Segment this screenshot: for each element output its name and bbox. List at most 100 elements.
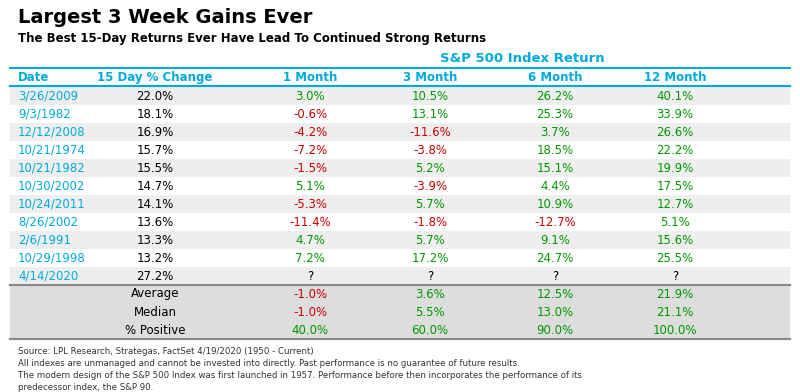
Text: 12.7%: 12.7% bbox=[656, 198, 694, 211]
Bar bbox=[10, 123, 790, 141]
Text: 12/12/2008: 12/12/2008 bbox=[18, 125, 86, 138]
Text: 18.5%: 18.5% bbox=[537, 143, 574, 156]
Text: 15.5%: 15.5% bbox=[137, 162, 174, 174]
Text: ?: ? bbox=[427, 270, 433, 283]
Text: 15.1%: 15.1% bbox=[536, 162, 574, 174]
Text: Largest 3 Week Gains Ever: Largest 3 Week Gains Ever bbox=[18, 8, 312, 27]
Text: 13.2%: 13.2% bbox=[136, 252, 174, 265]
Text: 9/3/1982: 9/3/1982 bbox=[18, 107, 70, 120]
Text: -11.4%: -11.4% bbox=[289, 216, 331, 229]
Text: 17.5%: 17.5% bbox=[656, 180, 694, 192]
Text: 10/21/1982: 10/21/1982 bbox=[18, 162, 86, 174]
Text: -4.2%: -4.2% bbox=[293, 125, 327, 138]
Text: 100.0%: 100.0% bbox=[653, 323, 698, 336]
Bar bbox=[10, 303, 790, 321]
Bar bbox=[10, 141, 790, 159]
Text: -12.7%: -12.7% bbox=[534, 216, 576, 229]
Text: 10/30/2002: 10/30/2002 bbox=[18, 180, 86, 192]
Text: 90.0%: 90.0% bbox=[537, 323, 574, 336]
Text: % Positive: % Positive bbox=[125, 323, 186, 336]
Text: 5.1%: 5.1% bbox=[660, 216, 690, 229]
Text: 5.7%: 5.7% bbox=[415, 234, 445, 247]
Text: 5.2%: 5.2% bbox=[415, 162, 445, 174]
Text: -1.0%: -1.0% bbox=[293, 305, 327, 318]
Text: 15 Day % Change: 15 Day % Change bbox=[98, 71, 213, 84]
Text: 16.9%: 16.9% bbox=[136, 125, 174, 138]
Text: 4.4%: 4.4% bbox=[540, 180, 570, 192]
Bar bbox=[10, 177, 790, 195]
Text: Date: Date bbox=[18, 71, 50, 84]
Text: 3.6%: 3.6% bbox=[415, 287, 445, 301]
Text: 10/29/1998: 10/29/1998 bbox=[18, 252, 86, 265]
Text: -1.8%: -1.8% bbox=[413, 216, 447, 229]
Text: 17.2%: 17.2% bbox=[411, 252, 449, 265]
Text: 3.0%: 3.0% bbox=[295, 89, 325, 102]
Text: -3.8%: -3.8% bbox=[413, 143, 447, 156]
Text: 7.2%: 7.2% bbox=[295, 252, 325, 265]
Text: 3/26/2009: 3/26/2009 bbox=[18, 89, 78, 102]
Text: ?: ? bbox=[552, 270, 558, 283]
Text: 24.7%: 24.7% bbox=[536, 252, 574, 265]
Text: 8/26/2002: 8/26/2002 bbox=[18, 216, 78, 229]
Text: 25.3%: 25.3% bbox=[537, 107, 574, 120]
Bar bbox=[10, 267, 790, 285]
Text: 4/14/2020: 4/14/2020 bbox=[18, 270, 78, 283]
Text: 10.9%: 10.9% bbox=[536, 198, 574, 211]
Bar bbox=[10, 213, 790, 231]
Text: 1 Month: 1 Month bbox=[283, 71, 337, 84]
Bar bbox=[10, 249, 790, 267]
Text: -3.9%: -3.9% bbox=[413, 180, 447, 192]
Text: The Best 15-Day Returns Ever Have Lead To Continued Strong Returns: The Best 15-Day Returns Ever Have Lead T… bbox=[18, 32, 486, 45]
Text: 10/24/2011: 10/24/2011 bbox=[18, 198, 86, 211]
Text: -7.2%: -7.2% bbox=[293, 143, 327, 156]
Text: 14.7%: 14.7% bbox=[136, 180, 174, 192]
Text: 13.1%: 13.1% bbox=[411, 107, 449, 120]
Text: 10/21/1974: 10/21/1974 bbox=[18, 143, 86, 156]
Text: ?: ? bbox=[307, 270, 313, 283]
Text: -11.6%: -11.6% bbox=[409, 125, 451, 138]
Bar bbox=[10, 105, 790, 123]
Text: The modern design of the S&P 500 Index was first launched in 1957. Performance b: The modern design of the S&P 500 Index w… bbox=[18, 371, 582, 380]
Text: 26.6%: 26.6% bbox=[656, 125, 694, 138]
Text: 13.3%: 13.3% bbox=[137, 234, 174, 247]
Text: All indexes are unmanaged and cannot be invested into directly. Past performance: All indexes are unmanaged and cannot be … bbox=[18, 359, 520, 368]
Text: 60.0%: 60.0% bbox=[411, 323, 449, 336]
Text: -1.0%: -1.0% bbox=[293, 287, 327, 301]
Text: 10.5%: 10.5% bbox=[411, 89, 449, 102]
Text: 22.2%: 22.2% bbox=[656, 143, 694, 156]
Text: -0.6%: -0.6% bbox=[293, 107, 327, 120]
Text: 5.1%: 5.1% bbox=[295, 180, 325, 192]
Text: 27.2%: 27.2% bbox=[136, 270, 174, 283]
Text: 15.7%: 15.7% bbox=[136, 143, 174, 156]
Text: 21.1%: 21.1% bbox=[656, 305, 694, 318]
Text: 12 Month: 12 Month bbox=[644, 71, 706, 84]
Text: 6 Month: 6 Month bbox=[528, 71, 582, 84]
Text: -1.5%: -1.5% bbox=[293, 162, 327, 174]
Text: 5.5%: 5.5% bbox=[415, 305, 445, 318]
Bar bbox=[10, 87, 790, 105]
Text: -5.3%: -5.3% bbox=[293, 198, 327, 211]
Text: 26.2%: 26.2% bbox=[536, 89, 574, 102]
Text: 18.1%: 18.1% bbox=[136, 107, 174, 120]
Text: Average: Average bbox=[130, 287, 179, 301]
Bar bbox=[10, 159, 790, 177]
Text: 5.7%: 5.7% bbox=[415, 198, 445, 211]
Bar bbox=[10, 321, 790, 339]
Text: 40.1%: 40.1% bbox=[656, 89, 694, 102]
Text: predecessor index, the S&P 90.: predecessor index, the S&P 90. bbox=[18, 383, 154, 392]
Text: 2/6/1991: 2/6/1991 bbox=[18, 234, 71, 247]
Bar bbox=[10, 231, 790, 249]
Text: 19.9%: 19.9% bbox=[656, 162, 694, 174]
Text: 13.0%: 13.0% bbox=[537, 305, 574, 318]
Text: 40.0%: 40.0% bbox=[291, 323, 329, 336]
Text: 9.1%: 9.1% bbox=[540, 234, 570, 247]
Text: 13.6%: 13.6% bbox=[136, 216, 174, 229]
Bar bbox=[10, 195, 790, 213]
Text: 25.5%: 25.5% bbox=[657, 252, 694, 265]
Text: 12.5%: 12.5% bbox=[536, 287, 574, 301]
Text: 33.9%: 33.9% bbox=[657, 107, 694, 120]
Text: 4.7%: 4.7% bbox=[295, 234, 325, 247]
Bar bbox=[10, 285, 790, 303]
Text: S&P 500 Index Return: S&P 500 Index Return bbox=[440, 52, 605, 65]
Text: 22.0%: 22.0% bbox=[136, 89, 174, 102]
